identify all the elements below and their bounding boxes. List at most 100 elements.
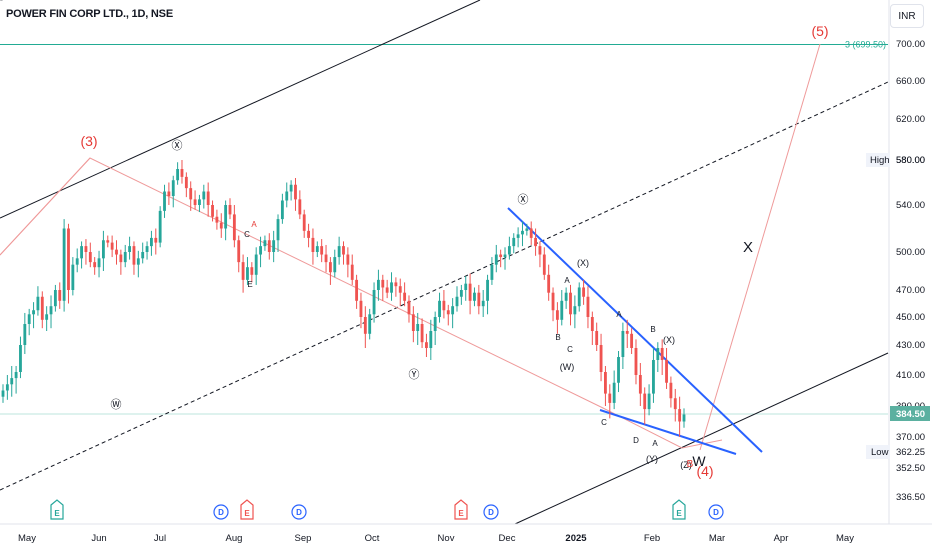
candle xyxy=(115,240,118,265)
target-line-label: 3 (699.50) xyxy=(845,39,886,49)
dividend-marker[interactable]: D xyxy=(213,504,229,520)
candle-body xyxy=(228,205,232,215)
candle-body xyxy=(224,205,228,229)
candle-body xyxy=(665,360,668,383)
earnings-marker[interactable]: E xyxy=(50,499,64,520)
earnings-marker[interactable]: E xyxy=(240,499,254,520)
candle-body xyxy=(604,372,607,394)
dividend-icon xyxy=(213,504,229,520)
candle xyxy=(27,308,31,336)
candle-body xyxy=(32,310,35,315)
time-tick-label: May xyxy=(836,533,854,544)
candle xyxy=(128,236,132,260)
candle-body xyxy=(267,240,271,252)
candle-body xyxy=(307,230,310,238)
time-tick-label: Oct xyxy=(365,533,380,544)
candle xyxy=(289,180,293,201)
earnings-marker[interactable]: E xyxy=(454,499,468,520)
candle-body xyxy=(621,331,625,357)
candle xyxy=(19,336,22,379)
low-value-label: 362.25 xyxy=(896,447,925,458)
currency-button[interactable]: INR xyxy=(890,4,924,28)
upper-channel-line xyxy=(0,0,481,219)
candle-body xyxy=(420,324,424,343)
wave-label: C xyxy=(601,418,607,427)
wave-label: C xyxy=(567,345,573,354)
candle xyxy=(455,286,459,312)
candle xyxy=(158,206,162,248)
low-tag-label: Low xyxy=(871,447,889,458)
candle xyxy=(171,175,175,208)
candle xyxy=(145,241,149,260)
candle-body xyxy=(459,290,463,297)
wave-label: C xyxy=(0,0,4,2)
candle xyxy=(101,230,105,271)
candle xyxy=(198,194,201,213)
candle xyxy=(534,228,537,256)
candle-body xyxy=(455,296,459,307)
candle xyxy=(272,230,276,263)
candle-body xyxy=(206,191,210,205)
candle xyxy=(363,306,367,348)
candle xyxy=(573,295,577,329)
candle xyxy=(267,233,271,260)
candle xyxy=(477,284,481,315)
candle xyxy=(110,235,114,258)
candle xyxy=(656,342,660,372)
candle-body xyxy=(58,290,62,301)
candle xyxy=(599,333,603,382)
wave-label: Ⓦ xyxy=(111,398,122,411)
earnings-marker[interactable]: E xyxy=(672,499,686,520)
dividend-marker[interactable]: D xyxy=(708,504,724,520)
candle xyxy=(660,339,664,375)
wave-label: B xyxy=(555,333,560,342)
candle-body xyxy=(678,409,682,422)
candle-body xyxy=(311,237,315,252)
candle xyxy=(1,384,5,403)
candle-body xyxy=(259,246,262,255)
price-tick-label: 410.00 xyxy=(896,370,925,381)
candle xyxy=(451,298,455,329)
price-tick-label: 370.00 xyxy=(896,432,925,443)
candle-body xyxy=(477,292,481,307)
candle-body xyxy=(529,228,533,238)
candle-body xyxy=(211,205,214,217)
wave-label: A xyxy=(564,276,570,285)
wave-label: (X) xyxy=(577,258,589,268)
candle xyxy=(673,388,677,422)
candle-body xyxy=(490,264,494,280)
candle-body xyxy=(150,237,153,247)
candle-body xyxy=(250,267,254,275)
earnings-icon-letter: E xyxy=(676,509,682,518)
price-tick-label: 470.00 xyxy=(896,285,925,296)
candle-body xyxy=(473,292,476,301)
candle-body xyxy=(481,300,485,307)
candle-body xyxy=(612,382,616,403)
candle-body xyxy=(608,393,612,403)
candle-body xyxy=(438,300,441,317)
candle xyxy=(652,348,655,403)
time-tick-label: May xyxy=(18,533,36,544)
candle-body xyxy=(390,282,393,293)
candle xyxy=(71,257,75,296)
candle-body xyxy=(19,345,22,372)
candle xyxy=(337,236,341,265)
candle xyxy=(538,241,542,268)
candle-body xyxy=(337,246,341,258)
candle-body xyxy=(289,184,293,192)
high-tag-label: High xyxy=(870,155,890,166)
candle-body xyxy=(555,310,559,320)
dividend-marker[interactable]: D xyxy=(483,504,499,520)
candle xyxy=(232,205,236,248)
price-tick-label: 700.00 xyxy=(896,39,925,50)
candle xyxy=(215,209,219,230)
earnings-icon-letter: E xyxy=(458,509,464,518)
candle-body xyxy=(542,254,546,275)
dividend-marker[interactable]: D xyxy=(291,504,307,520)
candle-body xyxy=(5,384,9,391)
candle xyxy=(555,302,559,334)
price-tick-label: 580.00 xyxy=(896,155,925,166)
candle xyxy=(682,408,686,428)
candle-body xyxy=(189,188,193,200)
